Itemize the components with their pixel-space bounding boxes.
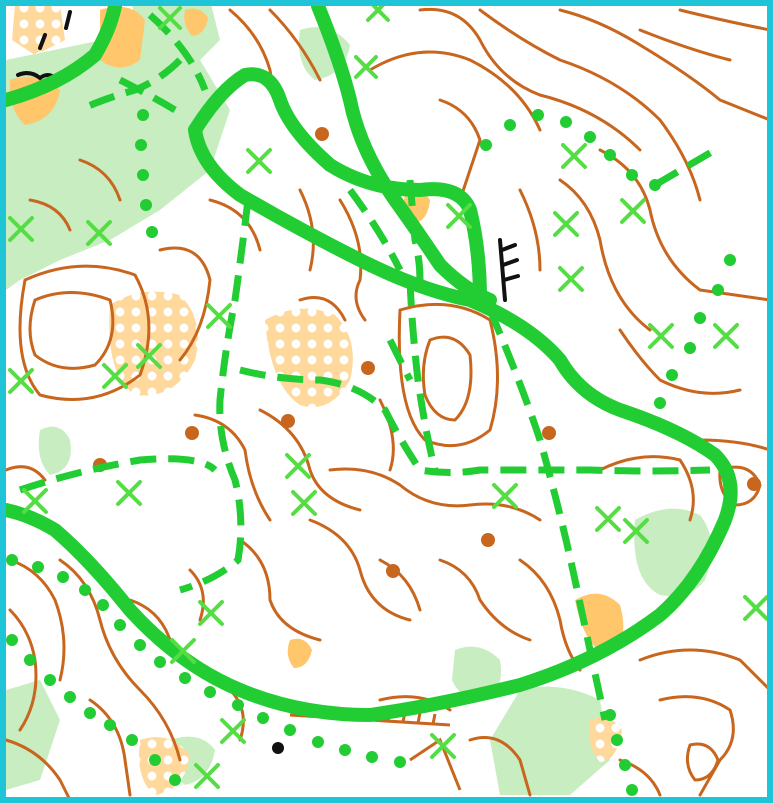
dotted-paths <box>6 109 736 796</box>
knoll-dots <box>93 127 761 578</box>
green-x-markers <box>8 0 769 789</box>
black-dot-feature <box>272 742 284 754</box>
green-tracks <box>0 0 738 722</box>
dashed-paths <box>18 12 717 721</box>
cliff-features <box>16 10 520 302</box>
